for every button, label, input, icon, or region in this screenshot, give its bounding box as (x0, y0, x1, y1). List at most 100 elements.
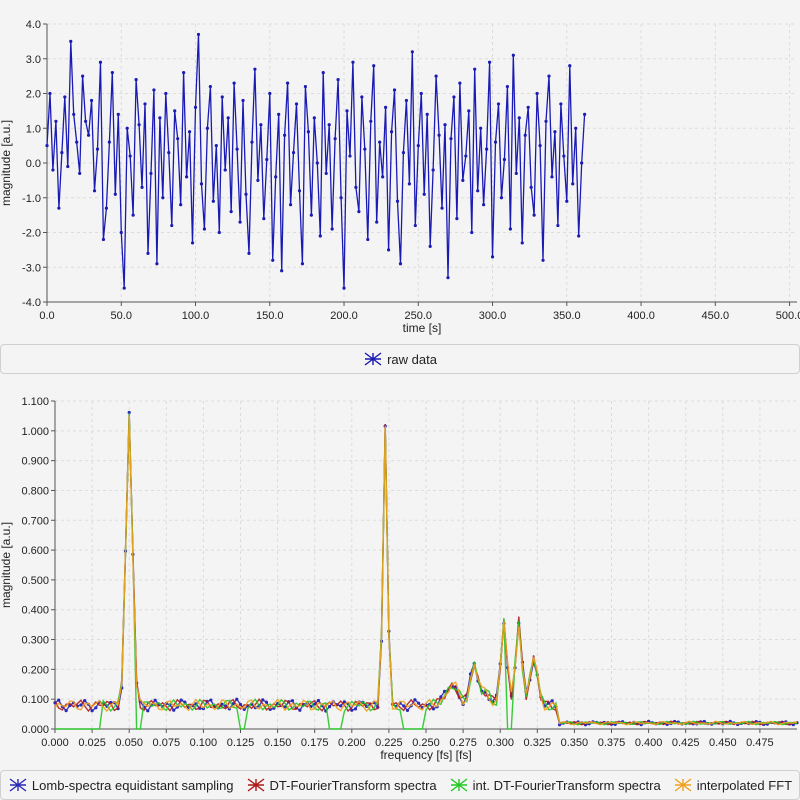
raw-data-point (520, 241, 524, 245)
raw-data-point (137, 123, 141, 127)
raw-data-point (473, 67, 477, 71)
raw-data-point (315, 161, 319, 165)
legend-item-int-dtft[interactable]: int. DT-FourierTransform spectra (449, 777, 661, 793)
raw-data-point (78, 171, 82, 176)
raw-data-point (434, 74, 438, 78)
spectrum-point-lomb (290, 699, 295, 703)
spectrum-point-lomb (353, 707, 358, 711)
raw-data-point (205, 126, 209, 130)
raw-data-point (583, 112, 587, 116)
legend-item-raw-data[interactable]: raw data (363, 351, 437, 367)
raw-data-point (95, 147, 100, 151)
raw-data-point (321, 71, 325, 75)
raw-data-point (479, 126, 483, 130)
spectrum-point-lomb (405, 708, 410, 713)
raw-data-point (348, 154, 352, 158)
raw-data-point (455, 217, 459, 221)
raw-data-point (410, 50, 414, 54)
raw-data-point (499, 196, 504, 200)
bottom-xtick-label: 0.375 (598, 737, 626, 749)
legend-item-interp-fft[interactable]: interpolated FFT (673, 777, 792, 793)
bottom-xtick-label: 0.475 (746, 737, 774, 749)
raw-data-point (366, 237, 370, 242)
raw-data-point (389, 130, 394, 134)
raw-data-point (291, 150, 296, 155)
raw-data-point (167, 150, 171, 155)
spectrum-point-lomb (268, 707, 272, 711)
raw-data-point (271, 258, 275, 262)
raw-data-point (517, 116, 521, 120)
top-y-axis-title: magnitude [a.u.] (0, 120, 13, 206)
bottom-xtick-label: 0.050 (115, 737, 143, 749)
raw-data-point (63, 95, 67, 99)
raw-data-point (176, 137, 180, 141)
raw-data-point (84, 119, 88, 123)
raw-data-point (128, 154, 132, 158)
raw-data-point (300, 262, 305, 266)
legend-label-interp-fft: interpolated FFT (696, 777, 793, 793)
spectrum-point-lomb (550, 699, 554, 703)
raw-data-point (122, 286, 126, 290)
raw-data-point (312, 116, 316, 120)
raw-data-point (559, 102, 563, 106)
raw-data-point (226, 116, 230, 120)
top-xtick-label: 250.0 (405, 310, 433, 322)
raw-data-point (223, 168, 227, 172)
raw-data-point (48, 91, 52, 96)
raw-data-point (514, 171, 518, 176)
raw-data-point (161, 196, 165, 200)
raw-data-point (381, 175, 385, 179)
raw-data-point (482, 203, 486, 207)
raw-data-point (354, 185, 358, 189)
top-ytick-label: -4.0 (22, 297, 41, 309)
raw-data-point (357, 210, 361, 214)
raw-data-point (464, 154, 468, 158)
raw-data-point (437, 133, 441, 137)
bottom-xtick-label: 0.425 (672, 737, 700, 749)
spectrum-point-lomb (238, 702, 243, 707)
legend-item-lomb[interactable]: Lomb-spectra equidistant sampling (8, 777, 234, 793)
raw-data-point (363, 147, 367, 151)
spectrum-point-lomb (327, 704, 332, 709)
raw-data-point (187, 130, 192, 134)
raw-data-point (306, 130, 310, 134)
raw-data-point (309, 213, 313, 217)
bottom-ytick-label: 1.100 (21, 396, 49, 408)
top-ytick-label: -2.0 (22, 228, 41, 240)
raw-data-point (303, 84, 308, 89)
spectrum-point-lomb (146, 709, 150, 713)
raw-data-point (496, 102, 501, 106)
raw-data-point (81, 74, 85, 78)
raw-data-point (152, 88, 156, 92)
top-ytick-label: 3.0 (26, 54, 41, 66)
raw-data-point (505, 84, 509, 89)
raw-data-point (158, 116, 162, 120)
raw-data-point (217, 230, 221, 235)
legend-label-lomb: Lomb-spectra equidistant sampling (31, 777, 234, 793)
raw-data-point (556, 223, 560, 228)
bottom-ytick-label: 1.000 (21, 426, 49, 438)
raw-data-point (214, 144, 218, 148)
spectrum-point-lomb (298, 708, 302, 712)
raw-data-point (60, 150, 64, 155)
spectrum-point-lomb (264, 700, 269, 704)
raw-data-point (407, 182, 411, 186)
bottom-ytick-label: 0.600 (21, 545, 49, 557)
raw-data-point (51, 168, 55, 172)
bottom-ytick-label: 0.200 (21, 664, 49, 676)
raw-data-point (386, 248, 391, 252)
raw-data-point (538, 144, 542, 148)
raw-data-point (428, 244, 432, 248)
legend-item-dtft[interactable]: DT-FourierTransform spectra (246, 777, 437, 793)
bottom-y-axis-title: magnitude [a.u.] (0, 522, 13, 608)
spectrum-point-lomb (339, 704, 343, 708)
raw-data-point (220, 95, 224, 99)
top-xtick-label: 400.0 (627, 310, 655, 322)
top-xtick-label: 450.0 (702, 310, 730, 322)
spectrum-point-lomb (413, 698, 417, 702)
spectrum-point-lomb (416, 701, 421, 705)
raw-data-point (547, 74, 551, 78)
raw-data-point (574, 126, 578, 130)
spectrum-series-dtft (54, 417, 797, 726)
